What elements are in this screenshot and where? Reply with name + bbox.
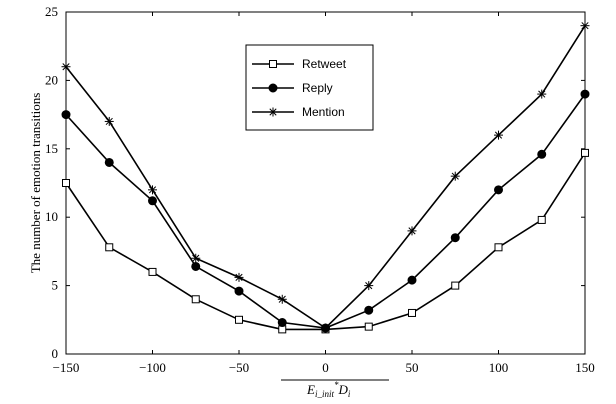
asterisk-stroke xyxy=(278,295,286,303)
asterisk-stroke xyxy=(235,273,243,281)
legend-label-mention: Mention xyxy=(302,105,345,119)
legend-label-retweet: Retweet xyxy=(302,57,347,71)
data-point-reply xyxy=(234,286,244,296)
y-tick-label: 10 xyxy=(45,209,58,224)
data-point-reply xyxy=(494,185,503,195)
data-point-retweet xyxy=(235,315,243,324)
data-point-retweet xyxy=(581,148,589,157)
data-point-reply xyxy=(104,157,114,167)
asterisk-stroke xyxy=(192,254,200,262)
data-point-retweet xyxy=(451,281,460,290)
data-point-reply xyxy=(450,233,460,243)
series-line-retweet xyxy=(65,152,586,331)
asterisk-stroke xyxy=(408,227,416,235)
data-point-retweet xyxy=(364,322,373,331)
y-tick-label: 5 xyxy=(52,278,59,293)
x-tick-label: 50 xyxy=(406,360,419,375)
data-point-retweet xyxy=(62,179,70,187)
asterisk-stroke xyxy=(538,90,546,98)
data-point-mention xyxy=(148,185,157,195)
asterisk-stroke xyxy=(105,117,113,126)
data-point-mention xyxy=(494,130,503,140)
x-tick-label: 150 xyxy=(575,360,595,375)
asterisk-stroke xyxy=(148,186,157,194)
x-tick-label: −100 xyxy=(139,360,166,375)
y-tick-label: 20 xyxy=(45,72,58,87)
data-point-mention xyxy=(407,226,417,236)
asterisk-stroke xyxy=(62,63,70,71)
asterisk-stroke xyxy=(451,172,459,180)
legend-marker-reply xyxy=(268,83,278,93)
data-point-reply xyxy=(148,196,157,206)
data-point-mention xyxy=(191,253,201,263)
data-point-mention xyxy=(321,323,330,333)
data-point-retweet xyxy=(148,267,157,276)
data-point-reply xyxy=(537,149,547,159)
x-axis-label: Ei_init*Di xyxy=(306,380,351,399)
data-point-mention xyxy=(537,89,547,99)
x-tick-label: 100 xyxy=(489,360,509,375)
data-point-mention xyxy=(450,171,460,181)
data-point-mention xyxy=(580,21,590,31)
y-tick-label: 25 xyxy=(45,4,58,19)
data-point-mention xyxy=(104,116,114,126)
x-tick-label: 0 xyxy=(322,360,329,375)
y-tick-label: 0 xyxy=(52,346,59,361)
asterisk-stroke xyxy=(269,108,277,116)
data-point-retweet xyxy=(191,295,200,304)
x-tick-label: −150 xyxy=(53,360,80,375)
data-point-reply xyxy=(191,261,201,271)
series-markers xyxy=(61,21,590,334)
asterisk-stroke xyxy=(321,324,330,332)
x-tick-label: −50 xyxy=(229,360,249,375)
legend: Retweet Reply Mention xyxy=(245,44,374,131)
y-axis-label: The number of emotion transitions xyxy=(28,93,43,274)
legend-marker-retweet xyxy=(269,60,277,68)
data-point-retweet xyxy=(537,215,546,224)
data-point-retweet xyxy=(494,243,503,252)
data-point-mention xyxy=(234,272,244,282)
y-axis-ticks: 0 5 10 15 20 25 xyxy=(45,4,585,361)
data-point-reply xyxy=(61,110,71,120)
data-point-mention xyxy=(61,62,71,72)
asterisk-stroke xyxy=(581,22,589,30)
data-point-mention xyxy=(277,294,287,304)
data-point-reply xyxy=(364,305,374,315)
data-point-reply xyxy=(407,275,417,285)
data-point-mention xyxy=(364,281,374,291)
data-point-reply xyxy=(277,318,287,328)
asterisk-stroke xyxy=(494,131,503,139)
y-tick-label: 15 xyxy=(45,141,58,156)
legend-marker-mention xyxy=(268,107,278,117)
data-point-retweet xyxy=(408,308,416,317)
data-point-reply xyxy=(580,89,590,99)
data-point-retweet xyxy=(105,243,114,252)
legend-label-reply: Reply xyxy=(302,81,333,95)
asterisk-stroke xyxy=(365,282,373,290)
x-axis-ticks: −150 −100 −50 0 50 100 150 xyxy=(53,12,595,375)
